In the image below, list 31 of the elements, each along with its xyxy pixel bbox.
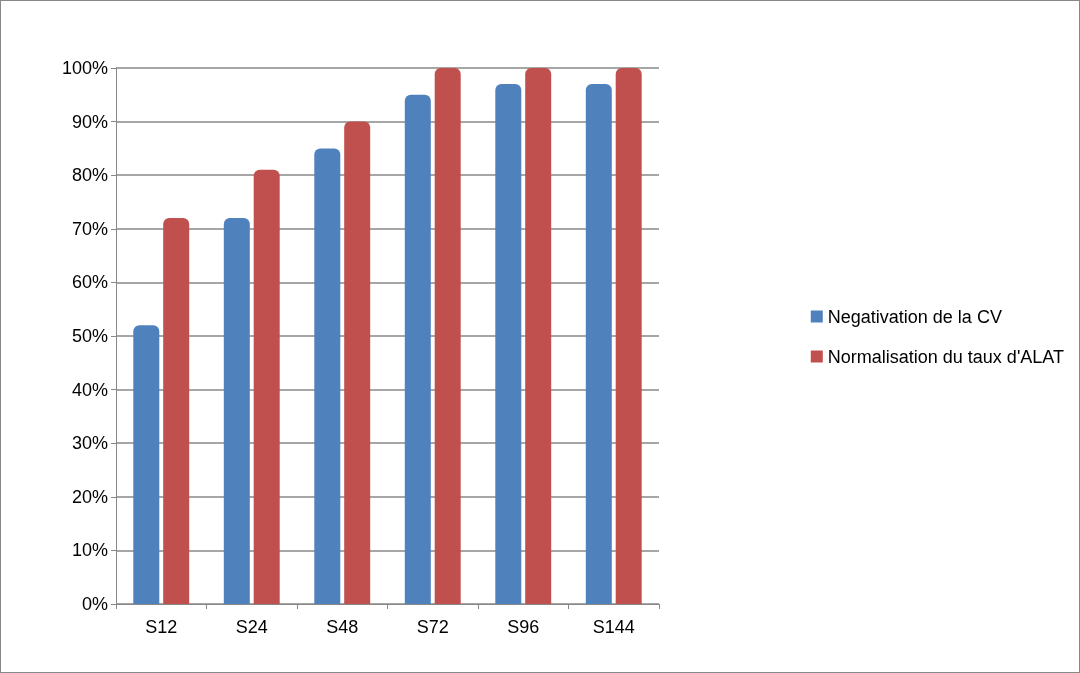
x-tick-label: S72 (416, 617, 449, 637)
y-tick-label: 50% (71, 326, 108, 346)
x-tick-label: S24 (235, 617, 268, 637)
x-tick-label: S144 (592, 617, 635, 637)
bar (525, 68, 552, 604)
bar (344, 121, 371, 604)
y-tick-label: 30% (71, 433, 108, 454)
y-tick-label: 100% (61, 58, 108, 78)
bar (163, 218, 190, 604)
x-tick-label: S96 (507, 617, 540, 637)
y-tick-label: 70% (71, 218, 108, 239)
y-tick-label: 60% (71, 272, 108, 293)
bar (223, 218, 250, 604)
bar (615, 68, 642, 604)
bar (314, 148, 341, 604)
bar (495, 84, 522, 604)
bar (253, 169, 280, 604)
x-tick-label: S48 (326, 617, 359, 637)
y-tick-label: 40% (71, 379, 108, 400)
y-tick-label: 90% (71, 111, 108, 132)
bar (434, 68, 461, 604)
y-tick-label: 10% (71, 540, 108, 561)
legend-label: Negativation de la CV (827, 306, 1002, 327)
bar (585, 84, 612, 604)
y-tick-label: 20% (71, 486, 108, 507)
y-tick-label: 80% (71, 165, 108, 186)
legend-label: Normalisation du taux d'ALAT (827, 346, 1064, 367)
x-tick-label: S12 (145, 617, 178, 637)
bar (133, 325, 160, 604)
bar (404, 94, 431, 604)
y-tick-label: 0% (81, 594, 108, 614)
